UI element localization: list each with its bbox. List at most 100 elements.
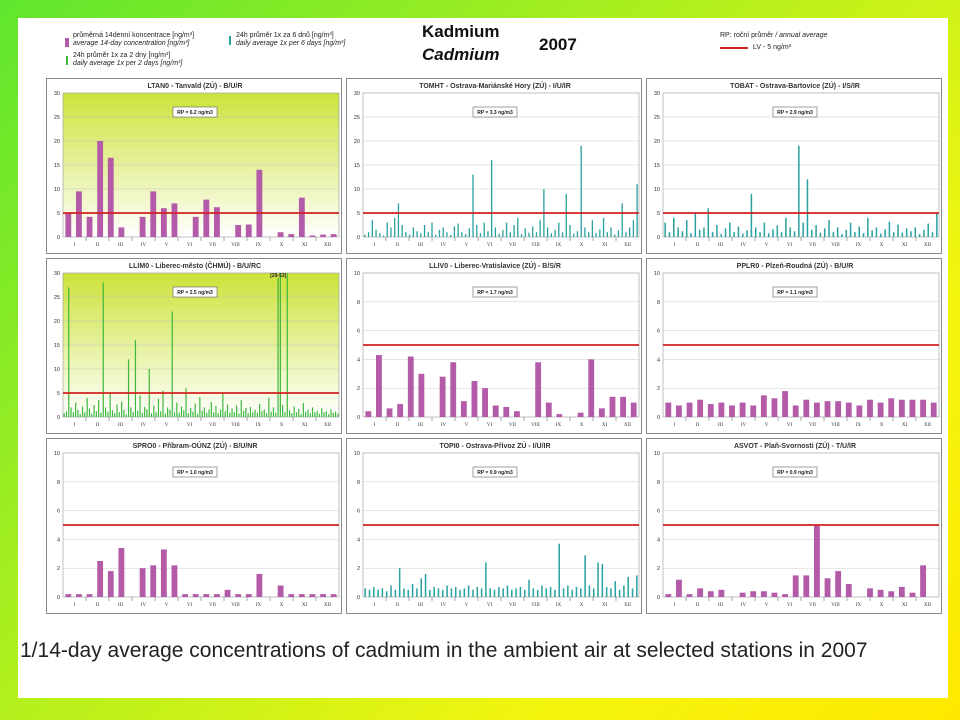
x-tick-label: IX [256,603,262,608]
bar [291,413,293,417]
bar [897,224,899,237]
bar [332,412,334,417]
bar [771,592,778,597]
x-tick-label: X [580,423,584,428]
chart-title: TOPI0 - Ostrava-Přívoz ZÚ - I/U/IR [439,441,550,450]
x-tick-label: VII [209,423,216,428]
bar [141,412,143,417]
x-tick-label: IV [741,243,747,248]
bar [697,588,704,597]
bar [815,225,817,237]
bar [171,311,173,417]
x-tick-label: XII [624,603,631,608]
chart-title: SPRO0 - Příbram-OÚNZ (ZÚ) - B/U/NR [133,441,258,450]
bar [690,233,692,237]
bar [716,225,718,237]
x-tick-label: XII [324,603,331,608]
x-tick-label: XI [902,243,908,248]
bar [707,404,714,417]
y-tick-label: 10 [354,451,360,457]
bar [814,525,820,597]
bar [261,411,263,417]
bar [256,573,263,597]
bar [240,400,242,417]
bar [160,208,167,237]
bar [792,405,799,417]
x-tick-label: XII [924,423,931,428]
bar [295,412,298,417]
bar [792,575,799,597]
x-tick-label: VIII [531,603,540,608]
bar [259,404,261,417]
bar [95,411,97,417]
x-tick-label: X [280,243,284,248]
x-tick-label: VI [787,243,793,248]
bar [256,169,263,237]
y-tick-label: 15 [54,343,60,349]
bar [284,412,286,417]
y-tick-label: 8 [357,300,360,306]
x-tick-label: II [396,603,400,608]
bar [479,233,482,237]
bar [601,563,604,597]
bar [275,412,277,417]
bar [277,232,284,237]
bar [767,233,770,237]
bar [125,414,127,417]
bar [503,406,510,417]
bar [394,589,397,597]
bar [236,405,238,417]
y-tick-label: 2 [657,566,660,572]
bar [620,396,626,417]
bar [238,413,240,417]
bar [901,232,904,237]
x-tick-label: X [580,243,584,248]
bar [416,231,418,237]
bar [819,232,822,237]
x-tick-label: III [718,603,723,608]
bar [75,402,77,417]
rp-box [172,466,218,478]
bar [171,565,178,597]
bar [407,589,410,597]
bar [498,586,500,597]
legend-swatch-2day [66,56,68,65]
rp-label: RP = 1.7 ng/m3 [477,290,513,296]
bar [803,575,810,597]
bar [307,409,309,417]
bar [845,584,852,597]
y-tick-label: 0 [357,415,360,421]
bar [532,226,534,237]
bar [254,409,256,417]
bar [545,588,548,597]
bar [429,589,431,597]
bar [554,229,556,237]
x-tick-label: IV [441,423,447,428]
bar [427,232,429,237]
bar [858,226,860,237]
bar [867,588,873,597]
bar [746,230,748,237]
bar [311,407,314,417]
bar [524,228,526,237]
bar [828,220,830,237]
x-tick-label: VIII [531,243,540,248]
bar [505,222,508,237]
bar [192,411,194,417]
bar [614,581,617,597]
bar [575,586,578,597]
bar [187,413,189,417]
x-tick-label: VIII [831,423,840,428]
bar [160,411,162,417]
bar [107,157,114,237]
bar [178,412,180,417]
chart-panel-topi0: 0 2 4 6 8 10 I II III IV V VI VII VIII IX X XI XII TOPI0 -… [346,438,642,614]
bar [288,234,295,237]
bar [376,355,382,417]
bar [368,589,371,597]
bar [580,145,582,237]
chart-title: LLIV0 - Liberec-Vratislavice (ZÚ) - B/S/… [429,261,561,270]
